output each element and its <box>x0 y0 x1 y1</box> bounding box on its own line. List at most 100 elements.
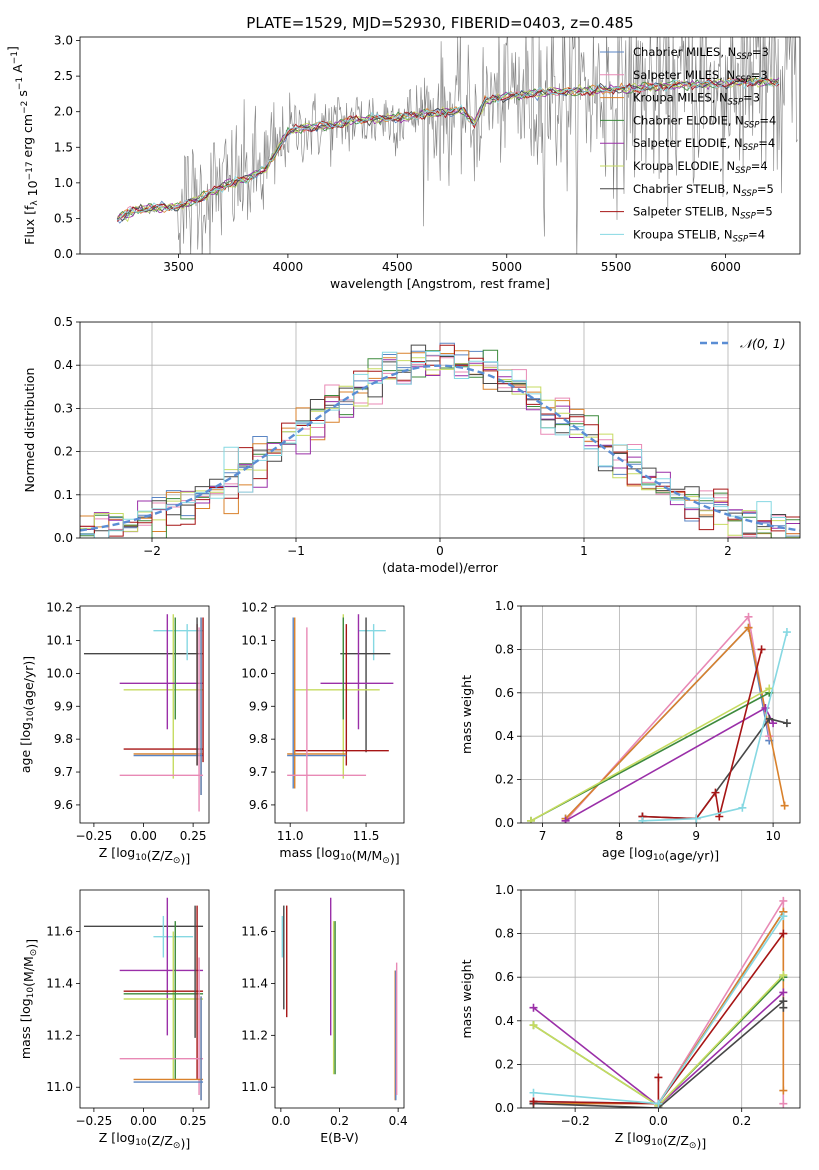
panel-mass-vs-ebv: 0.0 0.2 0.4 11.0 11.2 11.4 11.6 E(B-V) <box>241 889 408 1145</box>
y-tick-label: 0.0 <box>495 816 514 830</box>
model-line-salpeter-stelib <box>116 78 780 222</box>
x-tick-label: 2 <box>724 544 732 558</box>
weight-marker <box>529 1003 538 1012</box>
y-tick-label: 11.0 <box>46 1080 73 1094</box>
y-tick-label: 0.2 <box>495 1057 514 1071</box>
figure-title: PLATE=1529, MJD=52930, FIBERID=0403, z=0… <box>246 14 633 32</box>
panel-age-vs-Z: −0.25 0.00 0.25 9.6 9.7 9.8 9.9 10.0 10.1 10.2 Z [… <box>18 601 210 866</box>
weight-marker <box>561 816 570 823</box>
y-tick-label: 1.0 <box>54 176 73 190</box>
y-tick-label: 0.8 <box>495 642 514 656</box>
weight-marker <box>782 719 791 728</box>
plot-area <box>116 37 798 254</box>
y-tick-label: 0.8 <box>495 927 514 941</box>
axis-label: Normed distribution <box>22 368 37 493</box>
y-tick-label: 0.6 <box>495 686 514 700</box>
weight-marker <box>529 1088 538 1097</box>
legend-entry: 𝒩(0, 1) <box>740 336 786 351</box>
axis-label: wavelength [Angstrom, rest frame] <box>330 276 550 291</box>
weight-marker <box>711 788 720 797</box>
normal-curve <box>80 364 800 532</box>
y-tick-label: 0.4 <box>54 358 73 372</box>
histogram-kroupa-stelib <box>80 351 800 538</box>
x-tick-label: 0.0 <box>649 1114 668 1128</box>
y-tick-label: 1.0 <box>495 599 514 613</box>
weight-line <box>642 631 788 822</box>
x-tick-label: 5500 <box>601 260 632 274</box>
model-line-salpeter-elodie <box>116 77 780 219</box>
legend-entry: Kroupa STELIB, NSSP=4 <box>633 227 765 244</box>
y-tick-label: 9.7 <box>54 765 73 779</box>
y-tick-label: 1.0 <box>495 883 514 897</box>
axis-label: Flux [fλ 10−17 erg cm−2 s−1 A−1] <box>5 46 40 245</box>
y-tick-label: 11.6 <box>241 925 268 939</box>
panel-age-vs-mass: 11.0 11.5 9.6 9.7 9.8 9.9 10.0 10.1 10.2 mass [lo… <box>241 601 405 866</box>
panel-mass-vs-Z: −0.25 0.00 0.25 11.0 11.2 11.4 11.6 Z [log10(Z/… <box>18 889 210 1151</box>
y-tick-label: 9.9 <box>249 699 268 713</box>
axis-label: Z [log10(Z/Z⊙)] <box>99 1130 190 1151</box>
weight-marker <box>779 1086 788 1095</box>
x-tick-label: 6000 <box>710 260 741 274</box>
axis-label: mass [log10(M/M⊙)] <box>279 845 399 866</box>
weight-marker <box>738 803 747 812</box>
weight-marker <box>780 801 789 810</box>
y-tick-label: 10.2 <box>241 601 268 615</box>
weight-marker <box>779 1003 788 1012</box>
axis-label: mass weight <box>459 959 474 1038</box>
weight-marker <box>782 628 791 637</box>
y-tick-label: 0.4 <box>495 1014 514 1028</box>
panel-weight-vs-age: 7 8 9 10 0.0 0.2 0.4 0.6 0.8 1.0 age [log10(age/yr… <box>459 599 801 863</box>
axis-label: E(B-V) <box>320 1130 359 1145</box>
x-tick-label: 0.25 <box>180 1114 207 1128</box>
axes-frame <box>274 889 405 1109</box>
axis-label: age [log10(age/yr)] <box>602 845 719 863</box>
panel-spectrum: 3500 4000 4500 5000 5500 6000 0.0 0.5 1.0 1.5 2.0 2… <box>5 34 801 291</box>
y-tick-label: 0.2 <box>54 445 73 459</box>
x-tick-label: 4000 <box>273 260 304 274</box>
legend-entry: Salpeter STELIB, NSSP=5 <box>633 205 773 222</box>
legend-entry: Chabrier MILES, NSSP=3 <box>633 45 769 62</box>
y-tick-label: 10.1 <box>46 634 73 648</box>
weight-marker <box>692 814 701 823</box>
y-tick-label: 10.1 <box>241 634 268 648</box>
x-tick-label: 0.00 <box>130 829 157 843</box>
y-tick-label: 11.0 <box>241 1080 268 1094</box>
legend-entry: Kroupa ELODIE, NSSP=4 <box>633 159 768 176</box>
y-tick-label: 0.0 <box>54 247 73 261</box>
x-tick-label: 0 <box>436 544 444 558</box>
x-tick-label: 3500 <box>163 260 194 274</box>
y-tick-label: 0.5 <box>54 315 73 329</box>
y-tick-label: 9.8 <box>249 732 268 746</box>
legend-entry: Kroupa MILES, NSSP=3 <box>633 91 760 108</box>
weight-marker <box>779 988 788 997</box>
y-tick-label: 0.2 <box>495 773 514 787</box>
panel-residuals: −2 −1 0 1 2 0.0 0.1 0.2 0.3 0.4 0.5 (data-model)/er… <box>22 315 801 575</box>
axes-frame <box>274 605 405 824</box>
axis-label: mass weight <box>459 675 474 754</box>
axes-frame <box>79 321 801 539</box>
y-tick-label: 0.0 <box>54 531 73 545</box>
model-line-kroupa-stelib <box>116 77 780 221</box>
x-tick-label: 9 <box>692 829 700 843</box>
y-tick-label: 3.0 <box>54 34 73 48</box>
weight-line <box>642 649 763 820</box>
x-tick-label: −2 <box>143 544 161 558</box>
axis-label: Z [log10(Z/Z⊙)] <box>615 1130 706 1151</box>
weight-marker <box>529 1097 538 1106</box>
weight-line <box>642 717 788 820</box>
x-tick-label: 0.2 <box>732 1114 751 1128</box>
x-tick-label: 0.2 <box>330 1114 349 1128</box>
x-tick-label: 11.5 <box>353 829 380 843</box>
y-tick-label: 10.0 <box>46 666 73 680</box>
weight-marker <box>779 929 788 938</box>
y-tick-label: 11.2 <box>241 1028 268 1042</box>
legend-entry: Chabrier STELIB, NSSP=5 <box>633 182 774 199</box>
y-tick-label: 11.2 <box>46 1028 73 1042</box>
plot-area <box>521 606 800 823</box>
y-tick-label: 9.6 <box>249 798 268 812</box>
plot-area <box>287 614 394 812</box>
x-tick-label: 0.0 <box>271 1114 290 1128</box>
y-tick-label: 11.4 <box>241 976 268 990</box>
model-line-chabrier-elodie <box>116 76 780 220</box>
weight-marker <box>779 971 788 980</box>
